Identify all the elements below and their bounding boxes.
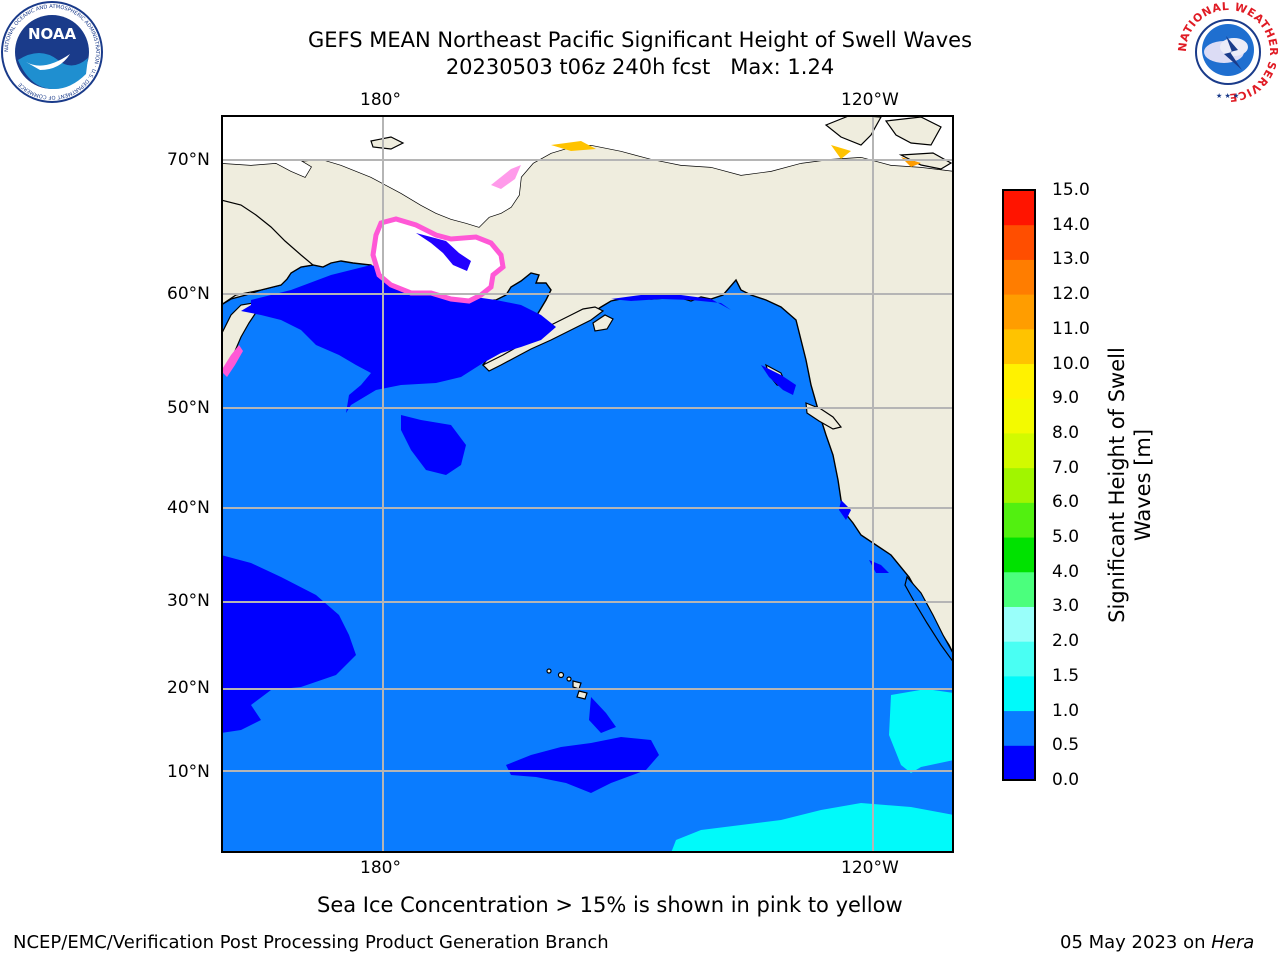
colorbar-tick-label: 11.0 xyxy=(1052,318,1090,339)
lat-label-40n: 40°N xyxy=(167,498,210,518)
run-date-label: 20230503 t06z 240h fcst xyxy=(445,55,711,79)
colorbar-tick-label: 13.0 xyxy=(1052,249,1090,270)
map-subtitle: 20230503 t06z 240h fcst Max: 1.24 xyxy=(140,54,1140,80)
lon-label-top-120w: 120°W xyxy=(841,90,899,110)
max-value-label: Max: 1.24 xyxy=(730,55,835,79)
colorbar-tick-label: 15.0 xyxy=(1052,180,1090,200)
colorbar-tick-label: 12.0 xyxy=(1052,284,1090,305)
lon-label-bottom-180: 180° xyxy=(360,858,401,878)
colorbar-tick-label: 14.0 xyxy=(1052,214,1090,235)
footer-credit: NCEP/EMC/Verification Post Processing Pr… xyxy=(13,932,609,953)
high-swell-regions xyxy=(671,689,954,853)
colorbar-label: Significant Height of Swell Waves [m] xyxy=(1105,347,1155,623)
footer-timestamp: 05 May 2023 on Hera xyxy=(1060,932,1255,953)
colorbar-cell xyxy=(1003,467,1035,503)
nws-logo-icon: NATIONAL WEATHER SERVICE ★ ★ ★ xyxy=(1176,0,1279,104)
colorbar-tick-label: 8.0 xyxy=(1052,422,1080,443)
colorbar-tick-label: 3.0 xyxy=(1052,596,1080,617)
graticule xyxy=(221,115,954,853)
colorbar-cell xyxy=(1003,259,1035,295)
colorbar-cell xyxy=(1003,398,1035,434)
lat-label-30n: 30°N xyxy=(167,591,210,611)
lat-label-10n: 10°N xyxy=(167,762,210,782)
colorbar-tick-label: 1.0 xyxy=(1052,700,1080,721)
noaa-logo-icon: NOAA NATIONAL OCEANIC AND ATMOSPHERIC AD… xyxy=(1,1,103,103)
colorbar-cell xyxy=(1003,363,1035,399)
lon-label-bottom-120w: 120°W xyxy=(841,858,899,878)
colorbar-tick-label: 7.0 xyxy=(1052,457,1080,478)
sea-ice-note: Sea Ice Concentration > 15% is shown in … xyxy=(317,893,903,917)
colorbar-tick-label: 9.0 xyxy=(1052,388,1080,409)
hawaii-islands xyxy=(546,668,588,700)
map-title: GEFS MEAN Northeast Pacific Significant … xyxy=(307,28,973,52)
colorbar-tick-label: 1.5 xyxy=(1052,665,1080,686)
map-frame xyxy=(221,115,954,853)
colorbar-cell xyxy=(1003,710,1035,746)
colorbar-cell xyxy=(1003,641,1035,677)
colorbar-tick-label: 0.5 xyxy=(1052,735,1080,756)
sea-ice-band xyxy=(221,141,921,377)
noaa-logo-text: NOAA xyxy=(28,25,77,43)
lat-label-60n: 60°N xyxy=(167,284,210,304)
footer-host: Hera xyxy=(1211,932,1255,953)
colorbar-cell xyxy=(1003,328,1035,365)
colorbar-cell xyxy=(1003,537,1035,573)
colorbar-cell xyxy=(1003,190,1035,226)
colorbar-cell xyxy=(1003,571,1035,607)
colorbar xyxy=(1002,189,1036,781)
colorbar-cell xyxy=(1003,675,1035,712)
colorbar-tick-label: 4.0 xyxy=(1052,561,1080,582)
colorbar-cell xyxy=(1003,432,1035,469)
colorbar-tick-label: 0.0 xyxy=(1052,770,1080,790)
swell-map xyxy=(221,115,954,853)
colorbar-cell xyxy=(1003,606,1035,642)
svg-text:★ ★ ★: ★ ★ ★ xyxy=(1216,92,1239,100)
colorbar-cell xyxy=(1003,502,1035,538)
colorbar-cell xyxy=(1003,224,1035,260)
lat-label-50n: 50°N xyxy=(167,398,210,418)
colorbar-tick-label: 6.0 xyxy=(1052,492,1080,513)
lon-label-top-180: 180° xyxy=(360,90,401,110)
colorbar-tick-label: 10.0 xyxy=(1052,353,1090,374)
colorbar-tick-label: 5.0 xyxy=(1052,527,1080,548)
colorbar-cell xyxy=(1003,294,1035,330)
colorbar-tick-label: 2.0 xyxy=(1052,631,1080,652)
lat-label-70n: 70°N xyxy=(167,150,210,170)
colorbar-cell xyxy=(1003,745,1035,781)
lat-label-20n: 20°N xyxy=(167,678,210,698)
